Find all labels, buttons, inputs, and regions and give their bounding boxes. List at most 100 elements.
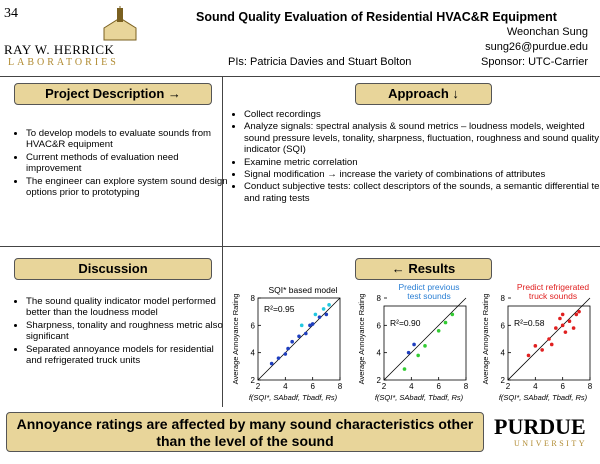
x-tick-label: 2 [506,382,511,391]
y-tick-label: 6 [377,321,382,330]
point [560,312,565,317]
x-axis-label: f(SQI*, SAbadf, Tbadf, Rs) [499,393,588,402]
x-tick-label: 8 [464,382,469,391]
section-heading: Project Description → [14,83,212,105]
annotation: R²=0.58 [514,318,545,328]
logo-icon [103,6,137,41]
purdue-logo: PURDUE [494,414,586,439]
email: sung26@purdue.edu [485,41,588,53]
point [436,329,441,333]
point [443,320,448,325]
point [567,319,572,324]
x-tick-label: 2 [382,382,387,391]
point [276,356,281,360]
conclusion-banner: Annoyance ratings are affected by many s… [6,412,484,452]
point [299,323,304,328]
point [549,342,554,347]
divider [0,76,600,77]
point [304,331,308,336]
y-tick-label: 4 [251,349,256,358]
y-tick-label: 8 [501,294,506,303]
x-tick-label: 4 [283,382,288,391]
bullet-list: The sound quality indicator model perfor… [8,296,231,367]
point [324,312,329,317]
sponsor: Sponsor: UTC-Carrier [481,56,588,68]
section-heading: Approach ↓ [355,83,492,105]
bullet: Conduct subjective tests: collect descri… [244,181,600,204]
bullet: Separated annoyance models for residenti… [26,344,231,367]
point [540,348,544,352]
point [563,330,568,334]
page-number: 34 [4,6,18,21]
x-tick-label: 6 [560,382,565,391]
bullet: Current methods of evaluation need impro… [26,152,231,175]
point [269,361,274,366]
point [310,322,315,326]
chart: 2 4 6 8 2 4 6 8 Predict refrigerated truck sounds… [481,284,593,402]
point [571,326,576,330]
x-tick-label: 8 [338,382,343,391]
point [317,315,322,319]
y-axis-label: Average Annoyance Rating [231,294,240,385]
x-tick-label: 4 [533,382,538,391]
y-tick-label: 2 [501,376,506,385]
y-axis-label: Average Annoyance Rating [481,294,490,385]
bullet: Signal modification → increase the varie… [244,169,600,180]
x-tick-label: 2 [256,382,261,391]
bullet: The engineer can explore system sound de… [26,176,231,199]
point [313,312,318,317]
plot-area [257,297,341,381]
title: Sound Quality Evaluation of Residential … [196,10,557,24]
section-heading: Discussion [14,258,212,280]
bullet: Examine metric correlation [244,157,600,168]
point [558,316,562,321]
point [554,326,558,330]
point [283,352,288,356]
y-tick-label: 8 [251,294,256,303]
chart: 2 4 6 8 2 4 6 8 SQI* based model R²=0.95 Average A… [231,285,343,402]
bullet-list: To develop models to evaluate sounds fro… [8,128,231,199]
point [533,344,538,348]
point [547,337,551,341]
point [321,307,326,311]
bullet-list: Collect recordings Analyze signals: spec… [226,109,600,205]
section-heading: ← Results [355,258,492,280]
point [402,367,407,371]
point [574,312,579,317]
point [526,353,531,358]
fit-line [257,297,341,381]
point [423,344,427,348]
y-tick-label: 4 [501,349,506,358]
point [290,339,294,344]
point [560,323,565,328]
point [412,342,416,347]
x-axis-label: f(SQI*, SAbadf, Tbadf, Rs) [249,393,338,402]
point [297,334,301,339]
point [450,312,455,317]
y-tick-label: 6 [501,321,506,330]
bullet: To develop models to evaluate sounds fro… [26,128,231,151]
x-tick-label: 6 [310,382,315,391]
divider [0,246,600,247]
logo-sub: LABORATORIES [8,57,119,68]
x-tick-label: 4 [409,382,414,391]
divider [222,77,223,407]
x-axis-label: f(SQI*, SAbadf, Tbadf, Rs) [375,393,464,402]
chart-title: Predict refrigerated truck sounds [517,284,590,301]
plot-area [507,305,591,381]
fit-line [383,297,467,381]
point [577,309,581,314]
y-tick-label: 8 [377,294,382,303]
y-tick-label: 6 [251,321,256,330]
bullet: The sound quality indicator model perfor… [26,296,231,319]
author: Weonchan Sung [506,26,588,38]
annotation: R²=0.95 [264,304,295,314]
bullet: Sharpness, tonality and roughness metric… [26,320,231,343]
point [286,346,290,351]
y-tick-label: 2 [251,376,256,385]
annotation: R²=0.90 [390,318,421,328]
chart-title: Predict previous test sounds [399,284,460,301]
bullet: Collect recordings [244,109,600,120]
point [308,323,312,328]
